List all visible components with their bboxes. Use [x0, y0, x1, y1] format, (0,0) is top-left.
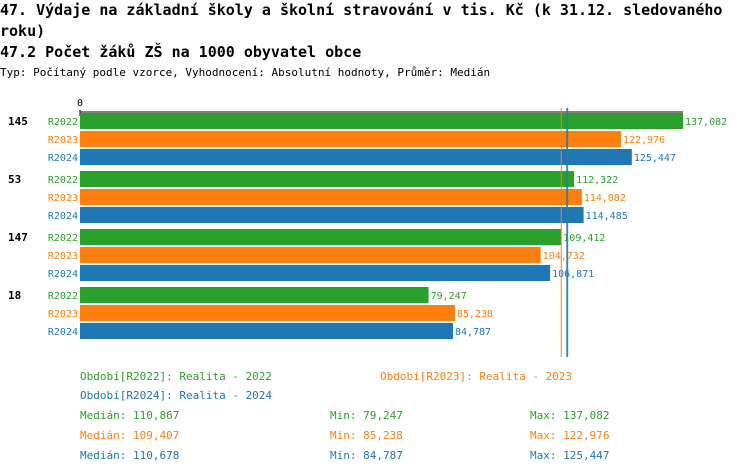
series-label: R2022	[48, 117, 78, 128]
stat-min-r2023: Min: 85,238	[330, 429, 403, 442]
series-label: R2024	[48, 211, 78, 222]
bar	[80, 305, 455, 321]
chart-title: 47. Výdaje na základní školy a školní st…	[0, 1, 723, 40]
bar	[80, 189, 582, 205]
stat-min-r2024: Min: 84,787	[330, 449, 403, 462]
bar	[80, 113, 683, 129]
bar-value-label: 85,238	[457, 309, 493, 320]
bar-value-label: 104,732	[543, 251, 585, 262]
series-label: R2023	[48, 135, 78, 146]
series-label: R2024	[48, 327, 78, 338]
stat-median-r2022: Medián: 110,867	[80, 409, 180, 422]
bar	[80, 229, 562, 245]
category-label: 53	[8, 173, 21, 186]
series-label: R2023	[48, 309, 78, 320]
bar	[80, 149, 632, 165]
category-label: 18	[8, 289, 21, 302]
legend-r2023: Období[R2023]: Realita - 2023	[380, 370, 573, 383]
legend-r2022: Období[R2022]: Realita - 2022	[80, 370, 273, 383]
stat-max-r2024: Max: 125,447	[530, 449, 610, 462]
category-label: 145	[8, 115, 28, 128]
series-label: R2022	[48, 291, 78, 302]
chart-meta: Typ: Počítaný podle vzorce, Vyhodnocení:…	[0, 66, 491, 79]
bar-value-label: 109,412	[563, 233, 605, 244]
chart-subtitle: 47.2 Počet žáků ZŠ na 1000 obyvatel obce	[0, 43, 362, 61]
stat-median-r2023: Medián: 109,407	[80, 429, 180, 442]
legend-r2024: Období[R2024]: Realita - 2024	[80, 389, 273, 402]
bar	[80, 171, 575, 187]
bar-value-label: 122,976	[623, 135, 665, 146]
stat-median-r2024: Medián: 110,678	[80, 449, 180, 462]
series-label: R2024	[48, 153, 78, 164]
x-tick-label: 0	[77, 98, 83, 109]
bar	[80, 131, 621, 147]
stat-max-r2023: Max: 122,976	[530, 429, 610, 442]
series-label: R2022	[48, 175, 78, 186]
bar-value-label: 79,247	[431, 291, 467, 302]
stat-max-r2022: Max: 137,082	[530, 409, 610, 422]
bar	[80, 207, 584, 223]
bar-value-label: 114,485	[586, 211, 628, 222]
series-label: R2024	[48, 269, 78, 280]
bar-value-label: 84,787	[455, 327, 491, 338]
bar-value-label: 112,322	[576, 175, 618, 186]
bar-value-label: 106,871	[552, 269, 594, 280]
bar	[80, 323, 453, 339]
bar	[80, 287, 429, 303]
bar-chart: 0 145 R2022 137,082 R2023 122,976 R2024 125,447…	[8, 98, 727, 357]
series-label: R2023	[48, 193, 78, 204]
bar-value-label: 114,082	[584, 193, 626, 204]
series-label: R2023	[48, 251, 78, 262]
bar	[80, 247, 541, 263]
stat-min-r2022: Min: 79,247	[330, 409, 403, 422]
bar-value-label: 137,082	[685, 117, 727, 128]
series-label: R2022	[48, 233, 78, 244]
bar-value-label: 125,447	[634, 153, 676, 164]
category-label: 147	[8, 231, 28, 244]
bar	[80, 265, 551, 281]
